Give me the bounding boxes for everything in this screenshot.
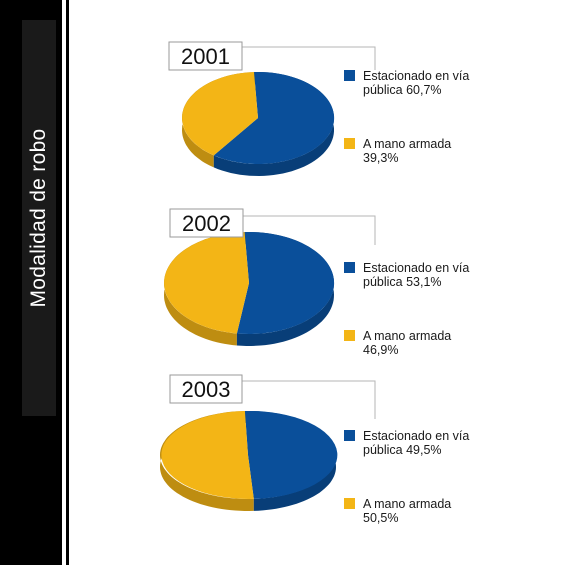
legend-swatch-2002-0 <box>344 262 355 273</box>
legend-label-2003-1-line2: 50,5% <box>363 511 398 525</box>
legend-label-2002-1-line1: A mano armada <box>363 329 451 343</box>
legend-label-2002-1-line2: 46,9% <box>363 343 398 357</box>
pie-2001-connector <box>242 46 376 70</box>
divider-line <box>66 0 69 565</box>
pie-2002-slice-blue <box>236 232 335 335</box>
year-box-2001 <box>168 41 243 71</box>
legend-label-2001-0-line2: pública 60,7% <box>363 83 442 97</box>
legend-swatch-2001-0 <box>344 70 355 81</box>
side-band: Modalidad de robo <box>0 0 62 565</box>
legend-swatch-2001-1 <box>344 138 355 149</box>
pie-2001-slice-blue <box>213 72 335 165</box>
pie-2002-connector <box>243 215 376 245</box>
pie-2003-slice-blue <box>244 410 338 499</box>
year-box-2002 <box>169 208 244 238</box>
pie-2003-slice-orange <box>161 411 254 499</box>
legend-label-2001-1-line2: 39,3% <box>363 151 398 165</box>
pie-2002-slice-orange <box>164 232 249 334</box>
legend-swatch-2003-1 <box>344 498 355 509</box>
year-box-2003 <box>169 374 243 404</box>
year-label-2002: 2002 <box>182 211 231 236</box>
legend-label-2002-0-line2: pública 53,1% <box>363 275 442 289</box>
pie-2001-blue-side <box>213 72 334 176</box>
legend-label-2003-0-line2: pública 49,5% <box>363 443 442 457</box>
legend-swatch-2003-0 <box>344 430 355 441</box>
legend-label-2001-1-line1: A mano armada <box>363 137 451 151</box>
divider <box>62 0 66 565</box>
pie-2003-connector <box>242 380 376 419</box>
side-title-box: Modalidad de robo <box>22 20 56 416</box>
legend-label-2003-0-line1: Estacionado en vía <box>363 429 469 443</box>
year-label-2003: 2003 <box>182 377 231 402</box>
legend-swatch-2002-1 <box>344 330 355 341</box>
legend-label-2003-1-line1: A mano armada <box>363 497 451 511</box>
pie-2001-slice-orange <box>182 72 258 156</box>
legend-label-2001-0-line1: Estacionado en vía <box>363 69 469 83</box>
year-label-2001: 2001 <box>181 44 230 69</box>
legend-label-2002-0-line1: Estacionado en vía <box>363 261 469 275</box>
